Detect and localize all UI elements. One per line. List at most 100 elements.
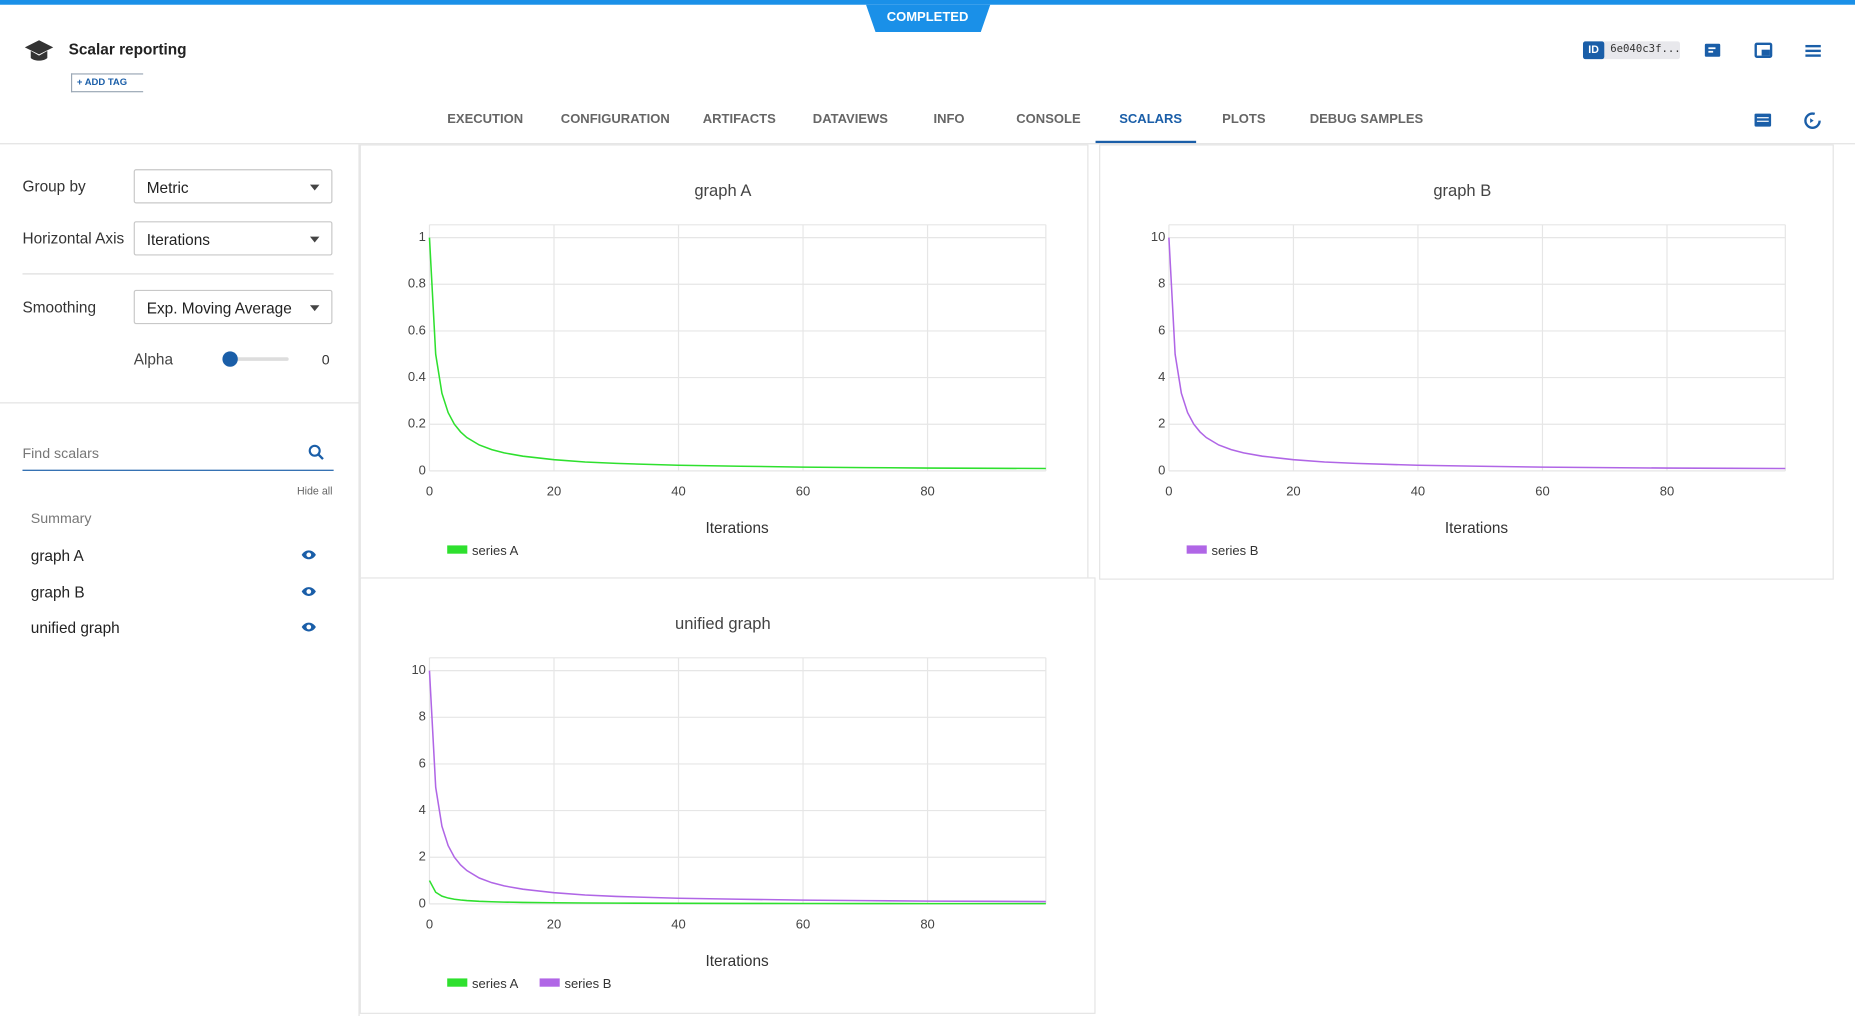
x-tick-label: 60 — [796, 917, 810, 932]
metric-item[interactable]: graph A — [30, 546, 84, 565]
legend-swatch — [539, 978, 560, 987]
y-tick-label: 8 — [1158, 276, 1165, 291]
metric-item[interactable]: unified graph — [30, 618, 120, 637]
smoothing-value: Exp. Moving Average — [146, 299, 292, 318]
legend-label: series B — [1211, 543, 1258, 558]
chart-panel — [1099, 144, 1834, 580]
x-tick-label: 60 — [1535, 484, 1549, 499]
x-tick-label: 0 — [426, 917, 433, 932]
active-tab-underline — [1095, 140, 1197, 144]
tab[interactable]: DATAVIEWS — [812, 112, 888, 127]
top-bar — [0, 0, 1855, 5]
x-tick-label: 20 — [547, 917, 561, 932]
x-tick-label: 20 — [547, 484, 561, 499]
header-icons[interactable] — [1704, 41, 1828, 60]
metric-item[interactable]: graph B — [30, 582, 85, 601]
y-tick-label: 4 — [1158, 369, 1165, 384]
tab[interactable]: PLOTS — [1222, 112, 1266, 127]
view-icons[interactable] — [1753, 110, 1824, 131]
id-value: 6e040c3f... — [1610, 43, 1681, 56]
y-tick-label: 0.6 — [408, 322, 426, 337]
alpha-slider[interactable] — [222, 351, 238, 367]
smoothing-label: Smoothing — [22, 298, 97, 316]
visibility-toggle[interactable] — [301, 585, 318, 597]
status-badge: COMPLETED — [866, 4, 991, 32]
sidebar-border — [358, 144, 360, 1016]
search-icon[interactable] — [308, 444, 325, 461]
x-tick-label: 80 — [920, 484, 934, 499]
tab[interactable]: DEBUG SAMPLES — [1309, 112, 1424, 127]
id-box[interactable]: ID 6e040c3f... — [1582, 41, 1681, 60]
chart-title: graph B — [1433, 181, 1491, 200]
y-tick-label: 2 — [1158, 416, 1165, 431]
x-tick-label: 0 — [426, 484, 433, 499]
y-tick-label: 0 — [419, 895, 426, 910]
y-tick-label: 0.2 — [408, 416, 426, 431]
y-tick-label: 6 — [1158, 322, 1165, 337]
alpha-label: Alpha — [133, 350, 174, 368]
separator — [0, 402, 359, 404]
x-axis-label: Iterations — [705, 953, 769, 970]
chart-panel — [359, 577, 1096, 1014]
x-tick-label: 20 — [1286, 484, 1300, 499]
separator — [22, 273, 334, 275]
group-by-label: Group by — [22, 177, 86, 196]
x-tick-label: 0 — [1165, 484, 1172, 499]
x-axis-label: Iterations — [705, 520, 769, 537]
y-tick-label: 0 — [1158, 462, 1165, 477]
status-text: COMPLETED — [887, 9, 969, 24]
y-tick-label: 1 — [419, 229, 426, 244]
chart-panel — [359, 144, 1089, 580]
y-tick-label: 6 — [419, 755, 426, 770]
y-tick-label: 0 — [419, 462, 426, 477]
hide-all[interactable]: Hide all — [296, 485, 333, 497]
horizontal-axis-value: Iterations — [146, 230, 210, 249]
x-axis-label: Iterations — [1445, 520, 1509, 537]
x-tick-label: 60 — [796, 484, 810, 499]
y-tick-label: 10 — [411, 662, 425, 677]
tab[interactable]: EXECUTION — [447, 112, 524, 127]
group-by-select[interactable]: Metric — [133, 169, 333, 204]
task-icon — [24, 40, 54, 61]
horizontal-axis-select[interactable]: Iterations — [133, 221, 333, 256]
legend-swatch — [447, 545, 468, 554]
alpha-track — [229, 357, 289, 361]
group-by-value: Metric — [146, 178, 189, 197]
chart-title: graph A — [694, 181, 751, 200]
line-series — [428, 237, 1046, 470]
line-series — [428, 670, 1046, 903]
smoothing-select[interactable]: Exp. Moving Average — [133, 289, 333, 325]
line-series — [428, 880, 1046, 905]
legend-label: series A — [472, 976, 519, 991]
y-tick-label: 0.8 — [408, 276, 426, 291]
chart-title: unified graph — [675, 614, 771, 633]
add-tag[interactable]: + ADD TAG — [70, 73, 144, 93]
search-input[interactable]: Find scalars — [22, 444, 100, 462]
visibility-toggle[interactable] — [301, 621, 318, 633]
y-tick-label: 4 — [419, 802, 426, 817]
tab[interactable]: SCALARS — [1119, 112, 1183, 127]
visibility-toggle[interactable] — [301, 549, 318, 561]
legend-label: series A — [472, 543, 519, 558]
legend-label: series B — [564, 976, 611, 991]
tab[interactable]: CONFIGURATION — [560, 112, 670, 127]
tab[interactable]: INFO — [933, 112, 965, 127]
task-title: Scalar reporting — [68, 40, 187, 58]
x-tick-label: 80 — [1660, 484, 1674, 499]
add-tag-text: ADD TAG — [84, 76, 128, 88]
y-tick-label: 0.4 — [408, 369, 426, 384]
line-series — [1168, 237, 1786, 470]
tab[interactable]: CONSOLE — [1016, 112, 1081, 127]
horizontal-axis-label: Horizontal Axis — [22, 229, 125, 248]
tab-divider — [0, 143, 1855, 145]
alpha-value: 0 — [321, 351, 330, 368]
search-underline — [22, 469, 334, 471]
tab[interactable]: ARTIFACTS — [702, 112, 776, 127]
id-label: ID — [1582, 41, 1605, 60]
x-tick-label: 40 — [671, 917, 685, 932]
y-tick-label: 10 — [1151, 229, 1165, 244]
y-tick-label: 2 — [419, 849, 426, 864]
x-tick-label: 40 — [1411, 484, 1425, 499]
